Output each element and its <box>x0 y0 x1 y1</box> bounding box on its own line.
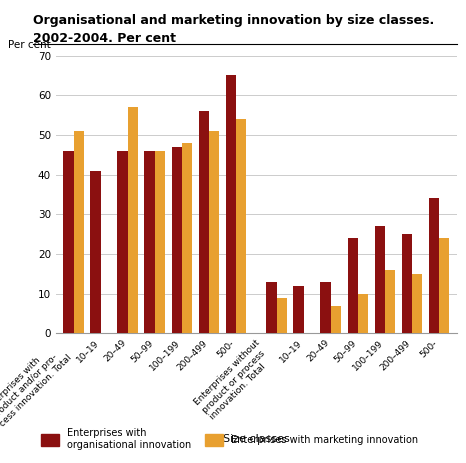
Bar <box>412 274 422 333</box>
Bar <box>266 282 277 333</box>
Bar <box>321 282 331 333</box>
Text: Organisational and marketing innovation by size classes.: Organisational and marketing innovation … <box>33 14 434 27</box>
Bar <box>236 119 246 333</box>
Bar <box>348 238 358 333</box>
Bar <box>358 294 368 333</box>
Bar <box>331 306 341 333</box>
Text: Per cent: Per cent <box>8 40 51 50</box>
Bar <box>385 270 395 333</box>
Bar <box>63 151 74 333</box>
Bar <box>171 147 182 333</box>
Bar <box>429 199 439 333</box>
Bar <box>74 131 84 333</box>
Bar <box>209 131 219 333</box>
Bar <box>277 298 287 333</box>
Bar <box>144 151 155 333</box>
Bar <box>199 111 209 333</box>
Bar <box>439 238 449 333</box>
X-axis label: Size classes: Size classes <box>223 434 290 444</box>
Bar <box>128 107 138 333</box>
Text: 2002-2004. Per cent: 2002-2004. Per cent <box>33 32 176 45</box>
Bar <box>226 75 236 333</box>
Legend: Enterprises with
organisational innovation, Enterprises with marketing innovatio: Enterprises with organisational innovati… <box>37 424 422 454</box>
Bar <box>294 286 304 333</box>
Bar <box>375 226 385 333</box>
Bar <box>402 234 412 333</box>
Bar <box>182 143 192 333</box>
Bar <box>155 151 165 333</box>
Bar <box>90 171 101 333</box>
Bar <box>117 151 128 333</box>
